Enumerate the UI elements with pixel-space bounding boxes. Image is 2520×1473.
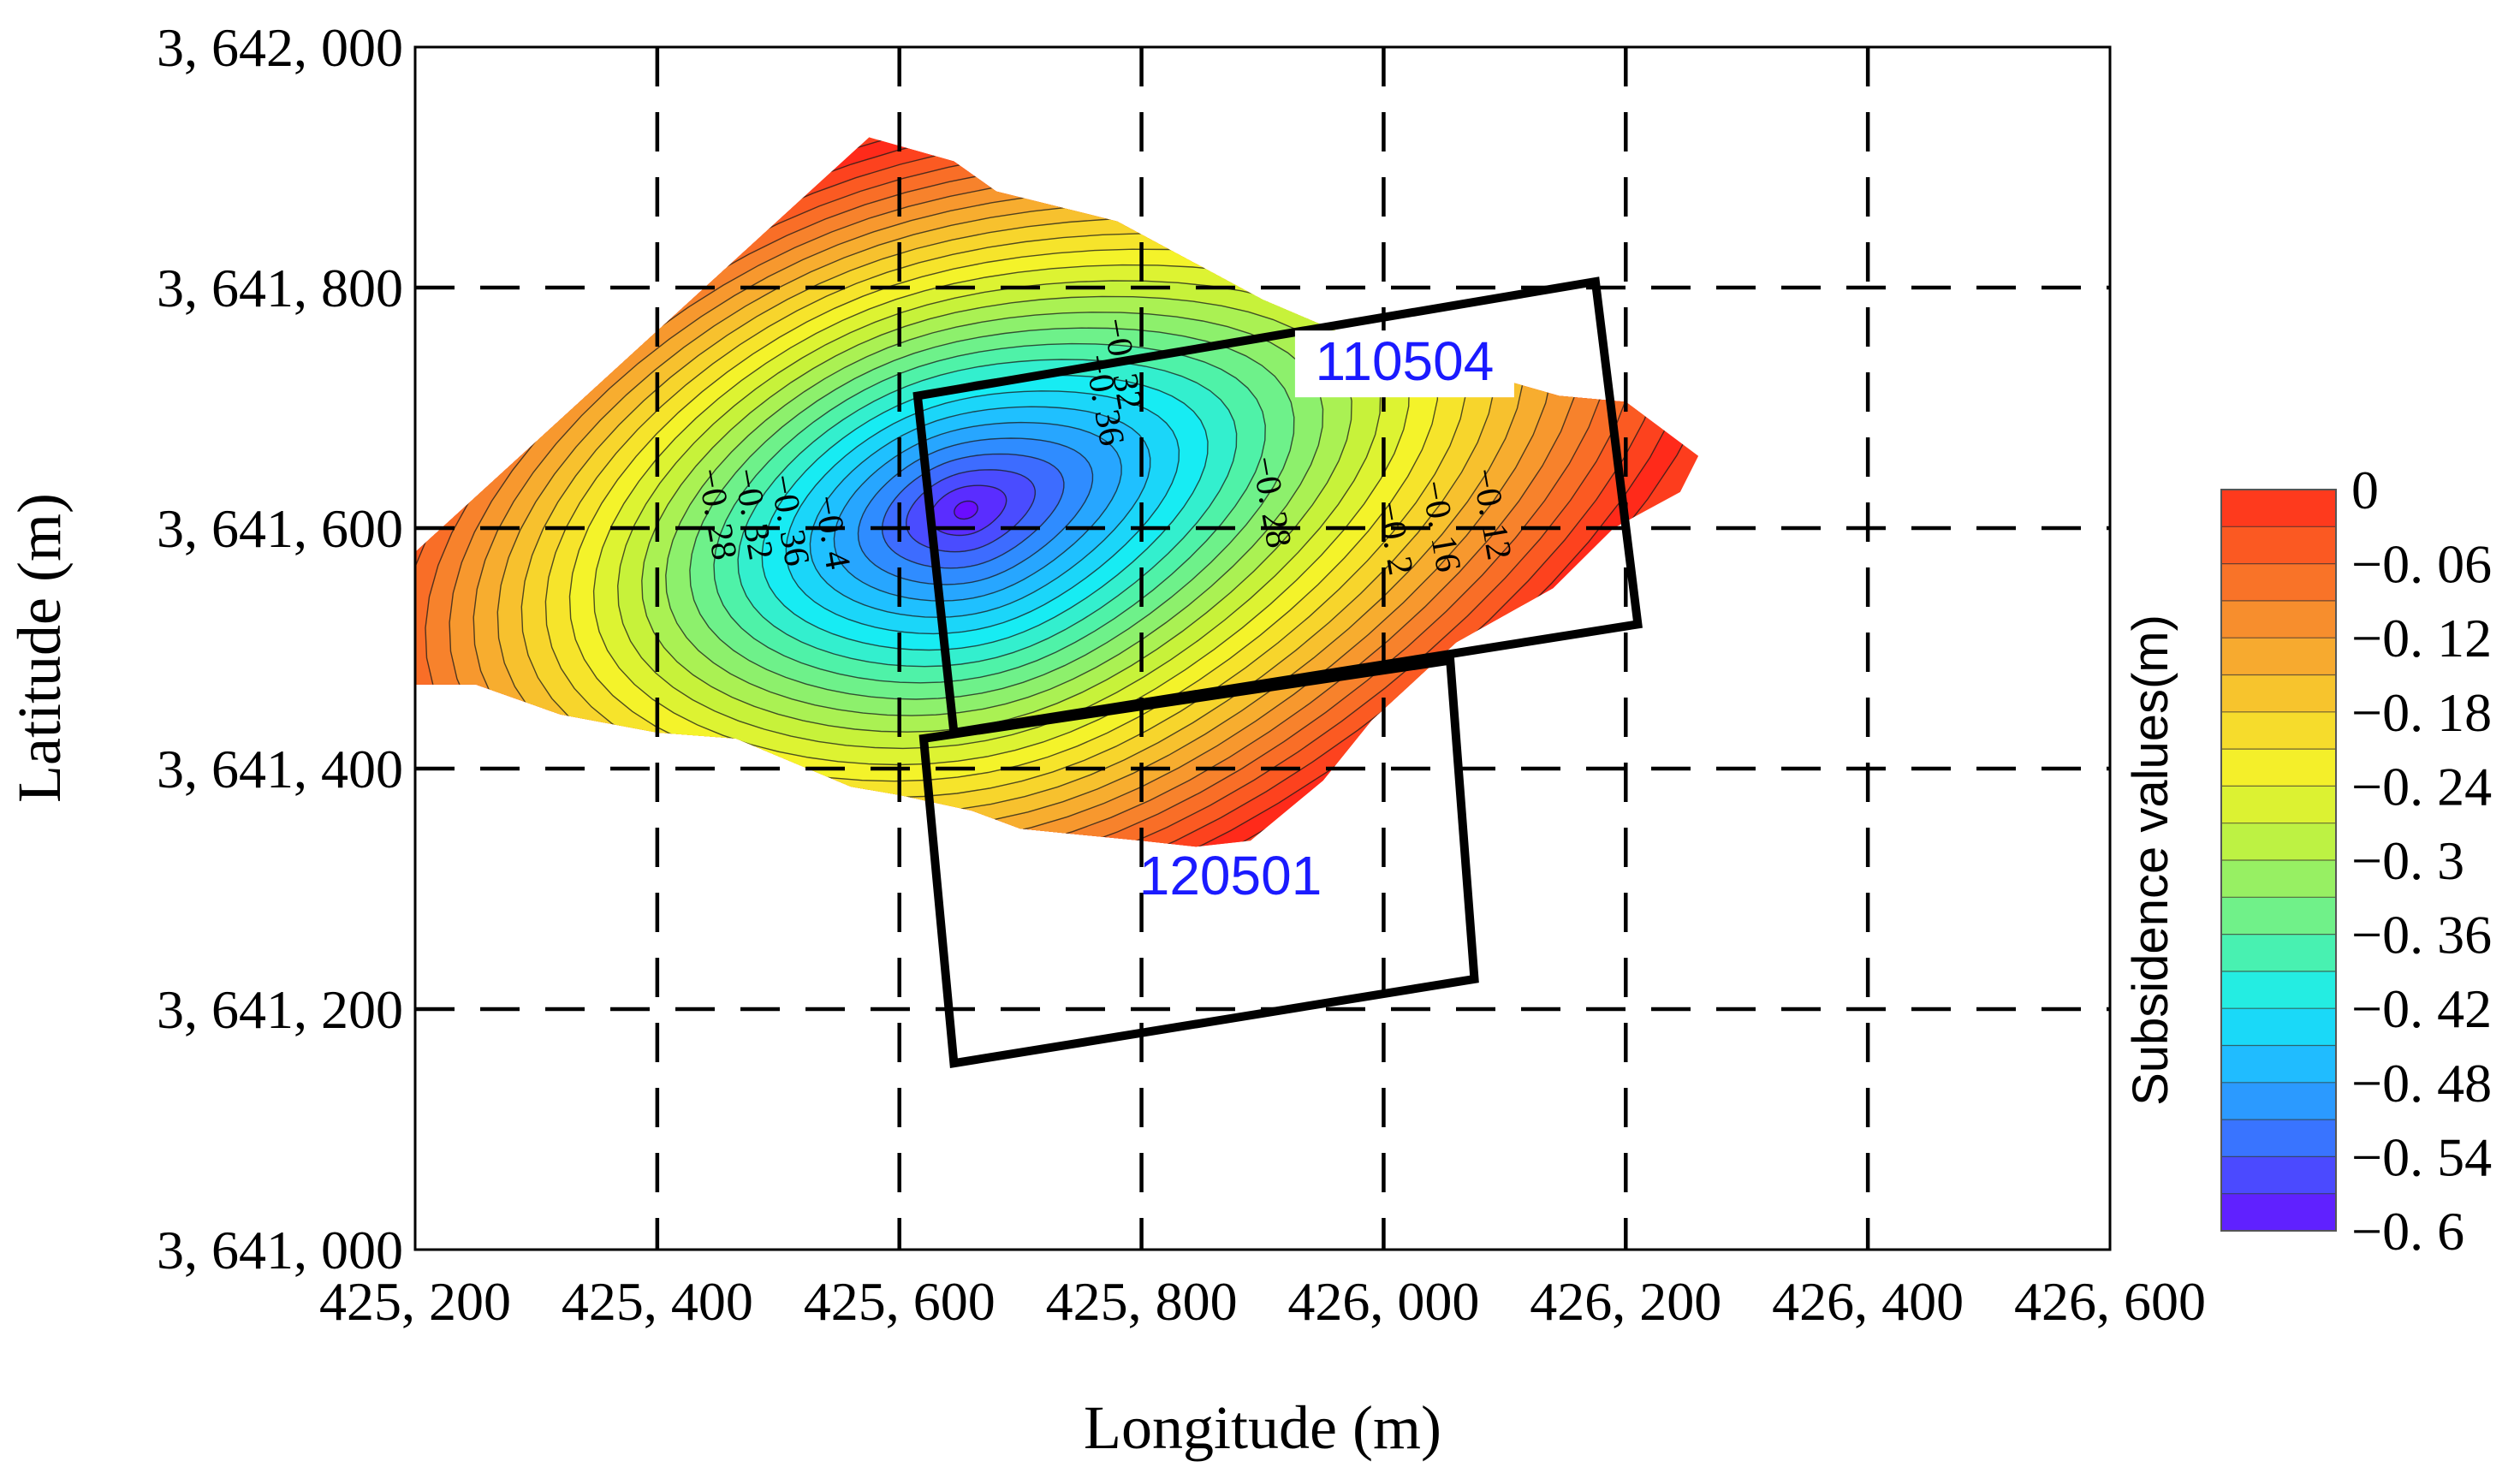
contour-band [954,501,978,520]
colorbar-tick-label: −0. 54 [2351,1126,2492,1187]
colorbar-band [2221,1082,2336,1120]
colorbar-band [2221,786,2336,824]
x-tick-label: 425, 600 [804,1271,996,1332]
working-face-label: 110504 [1294,330,1514,398]
colorbar-tick-label: −0. 18 [2351,682,2492,743]
colorbar-band [2221,490,2336,527]
colorbar-tick-label: −0. 12 [2351,608,2492,668]
colorbar-band [2221,711,2336,750]
working-faces: 110504 120501 [912,276,1643,1068]
working-face-label-text: 120501 [1139,845,1322,906]
colorbar-band [2221,674,2336,713]
colorbar-band [2221,1156,2336,1195]
x-axis-title: Longitude (m) [1084,1393,1441,1462]
y-tick-label: 3, 642, 000 [157,17,403,78]
colorbar-band [2221,971,2336,1009]
colorbar-tick-label: −0. 24 [2351,756,2492,817]
contour-line [592,264,1411,766]
colorbar-band [2221,563,2336,602]
x-axis: 425, 200 425, 400 425, 600 425, 800 426, 000… [319,1238,2206,1332]
contour-line [568,248,1439,782]
contour-line [833,421,1122,602]
contour-line [785,390,1180,635]
contour-line [415,137,1669,847]
plot-frame [413,45,2112,1251]
contour-line [737,359,1238,668]
x-tick-label: 425, 200 [319,1271,511,1332]
colorbar-band [2221,526,2336,565]
contour-line [809,406,1151,618]
x-tick-label: 426, 200 [1530,1271,1721,1332]
colorbar-tick-label: 0 [2351,460,2379,520]
colorbar-band [2221,638,2336,676]
y-tick-label: 3, 641, 200 [157,979,403,1040]
contour-line [954,500,978,520]
contour-line [713,342,1266,684]
y-tick-label: 3, 641, 000 [157,1220,403,1280]
working-face-outline [912,276,1643,738]
working-face-label: 120501 [1139,845,1322,906]
colorbar-tick-label: −0. 3 [2351,830,2464,891]
contour-line [689,327,1295,700]
y-axis: 3, 641, 000 3, 641, 200 3, 641, 400 3, 641,… [157,17,427,1280]
x-tick-label: 426, 400 [1772,1271,1964,1332]
colorbar-band [2221,749,2336,787]
colorbar-title: Subsidence values(m) [2123,615,2178,1106]
y-tick-label: 3, 641, 800 [157,258,403,318]
colorbar-band [2221,897,2336,935]
colorbar-band [2221,1193,2336,1232]
colorbar-tick-label: −0. 48 [2351,1053,2492,1114]
x-tick-label: 425, 800 [1046,1271,1238,1332]
colorbar: 0 −0. 06 −0. 12 −0. 18 −0. 24 −0. 3 −0. 36 −0. … [2220,460,2492,1262]
colorbar-tick-label: −0. 42 [2351,978,2492,1039]
y-axis-title: Latitude (m) [5,493,74,803]
contour-line [665,312,1324,716]
contour-line [641,295,1352,733]
colorbar-band [2221,860,2336,898]
x-tick-label: 425, 400 [562,1271,753,1332]
colorbar-frame [2220,489,2337,1232]
colorbar-band [2221,934,2336,972]
working-face-label-text: 110504 [1316,330,1495,392]
x-tick-label: 426, 000 [1287,1271,1479,1332]
contour-line [881,453,1065,569]
contour-line [544,233,1468,799]
colorbar-tick-label: −0. 36 [2351,905,2492,965]
x-tick-label: 426, 600 [2014,1271,2206,1332]
contour-line [616,280,1382,750]
colorbar-band [2221,600,2336,638]
colorbar-band [2221,1008,2336,1047]
y-tick-label: 3, 641, 600 [157,498,403,559]
colorbar-band [2221,1045,2336,1084]
subsidence-field [415,137,1699,847]
y-tick-label: 3, 641, 400 [157,739,403,799]
colorbar-tick-label: −0. 6 [2351,1201,2464,1262]
colorbar-tick-label: −0. 06 [2351,534,2492,595]
contour-line [857,437,1094,585]
colorbar-band [2221,823,2336,861]
working-face-outline [918,655,1479,1068]
colorbar-band [2221,1120,2336,1157]
